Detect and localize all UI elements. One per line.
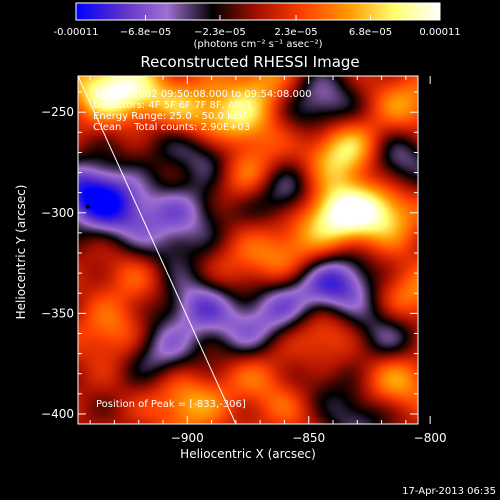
footer-date: 17-Apr-2013 06:35	[402, 486, 496, 497]
colorbar	[75, 2, 441, 21]
x-tick-label: −800	[414, 431, 447, 445]
y-tick-label: −300	[41, 206, 74, 220]
y-tick-label: −400	[41, 407, 74, 421]
axis-ticks: −900 −850 −800 −250 −300 −350 −400	[41, 76, 447, 445]
y-tick-label: −350	[41, 306, 74, 320]
annotation-detectors: Detectors: 4F 5F 6F 7F 8F, Att 1	[93, 100, 252, 111]
annotation-block: 17-Nov-2002 09:50:08.000 to 09:54:08.000…	[93, 89, 312, 133]
colorbar-tick-label: 6.8e−05	[349, 27, 392, 38]
peak-position-label: Position of Peak = [-833,-306]	[96, 399, 246, 410]
y-axis-label: Heliocentric Y (arcsec)	[14, 185, 28, 320]
colorbar-tick-label: −6.8e−05	[120, 27, 172, 38]
x-axis-label: Heliocentric X (arcsec)	[180, 447, 316, 461]
heatmap-image	[78, 76, 418, 424]
y-tick-label: −250	[41, 105, 74, 119]
annotation-time: 17-Nov-2002 09:50:08.000 to 09:54:08.000	[93, 89, 312, 100]
colorbar-unit-label: (photons cm⁻² s⁻¹ asec⁻²)	[193, 39, 322, 50]
chart-title: Reconstructed RHESSI Image	[140, 53, 359, 71]
plot-area	[78, 76, 418, 424]
annotation-counts: Clean Total counts: 2.90E+03	[93, 122, 250, 133]
plot-frame	[77, 75, 419, 425]
colorbar-ticks: -0.00011 −6.8e−05 −2.3e−05 2.3e−05 6.8e−05 0.…	[54, 15, 461, 38]
colorbar-tick-label: −2.3e−05	[194, 27, 246, 38]
annotation-energy: Energy Range: 25.0 - 50.0 keV	[93, 111, 246, 122]
x-tick-label: −850	[292, 431, 325, 445]
solar-limb-line	[78, 76, 237, 424]
colorbar-tick-label: 0.00011	[419, 27, 460, 38]
peak-marker	[85, 204, 90, 209]
colorbar-tick-label: 2.3e−05	[274, 27, 317, 38]
x-tick-label: −900	[171, 431, 204, 445]
colorbar-tick-label: -0.00011	[54, 27, 99, 38]
